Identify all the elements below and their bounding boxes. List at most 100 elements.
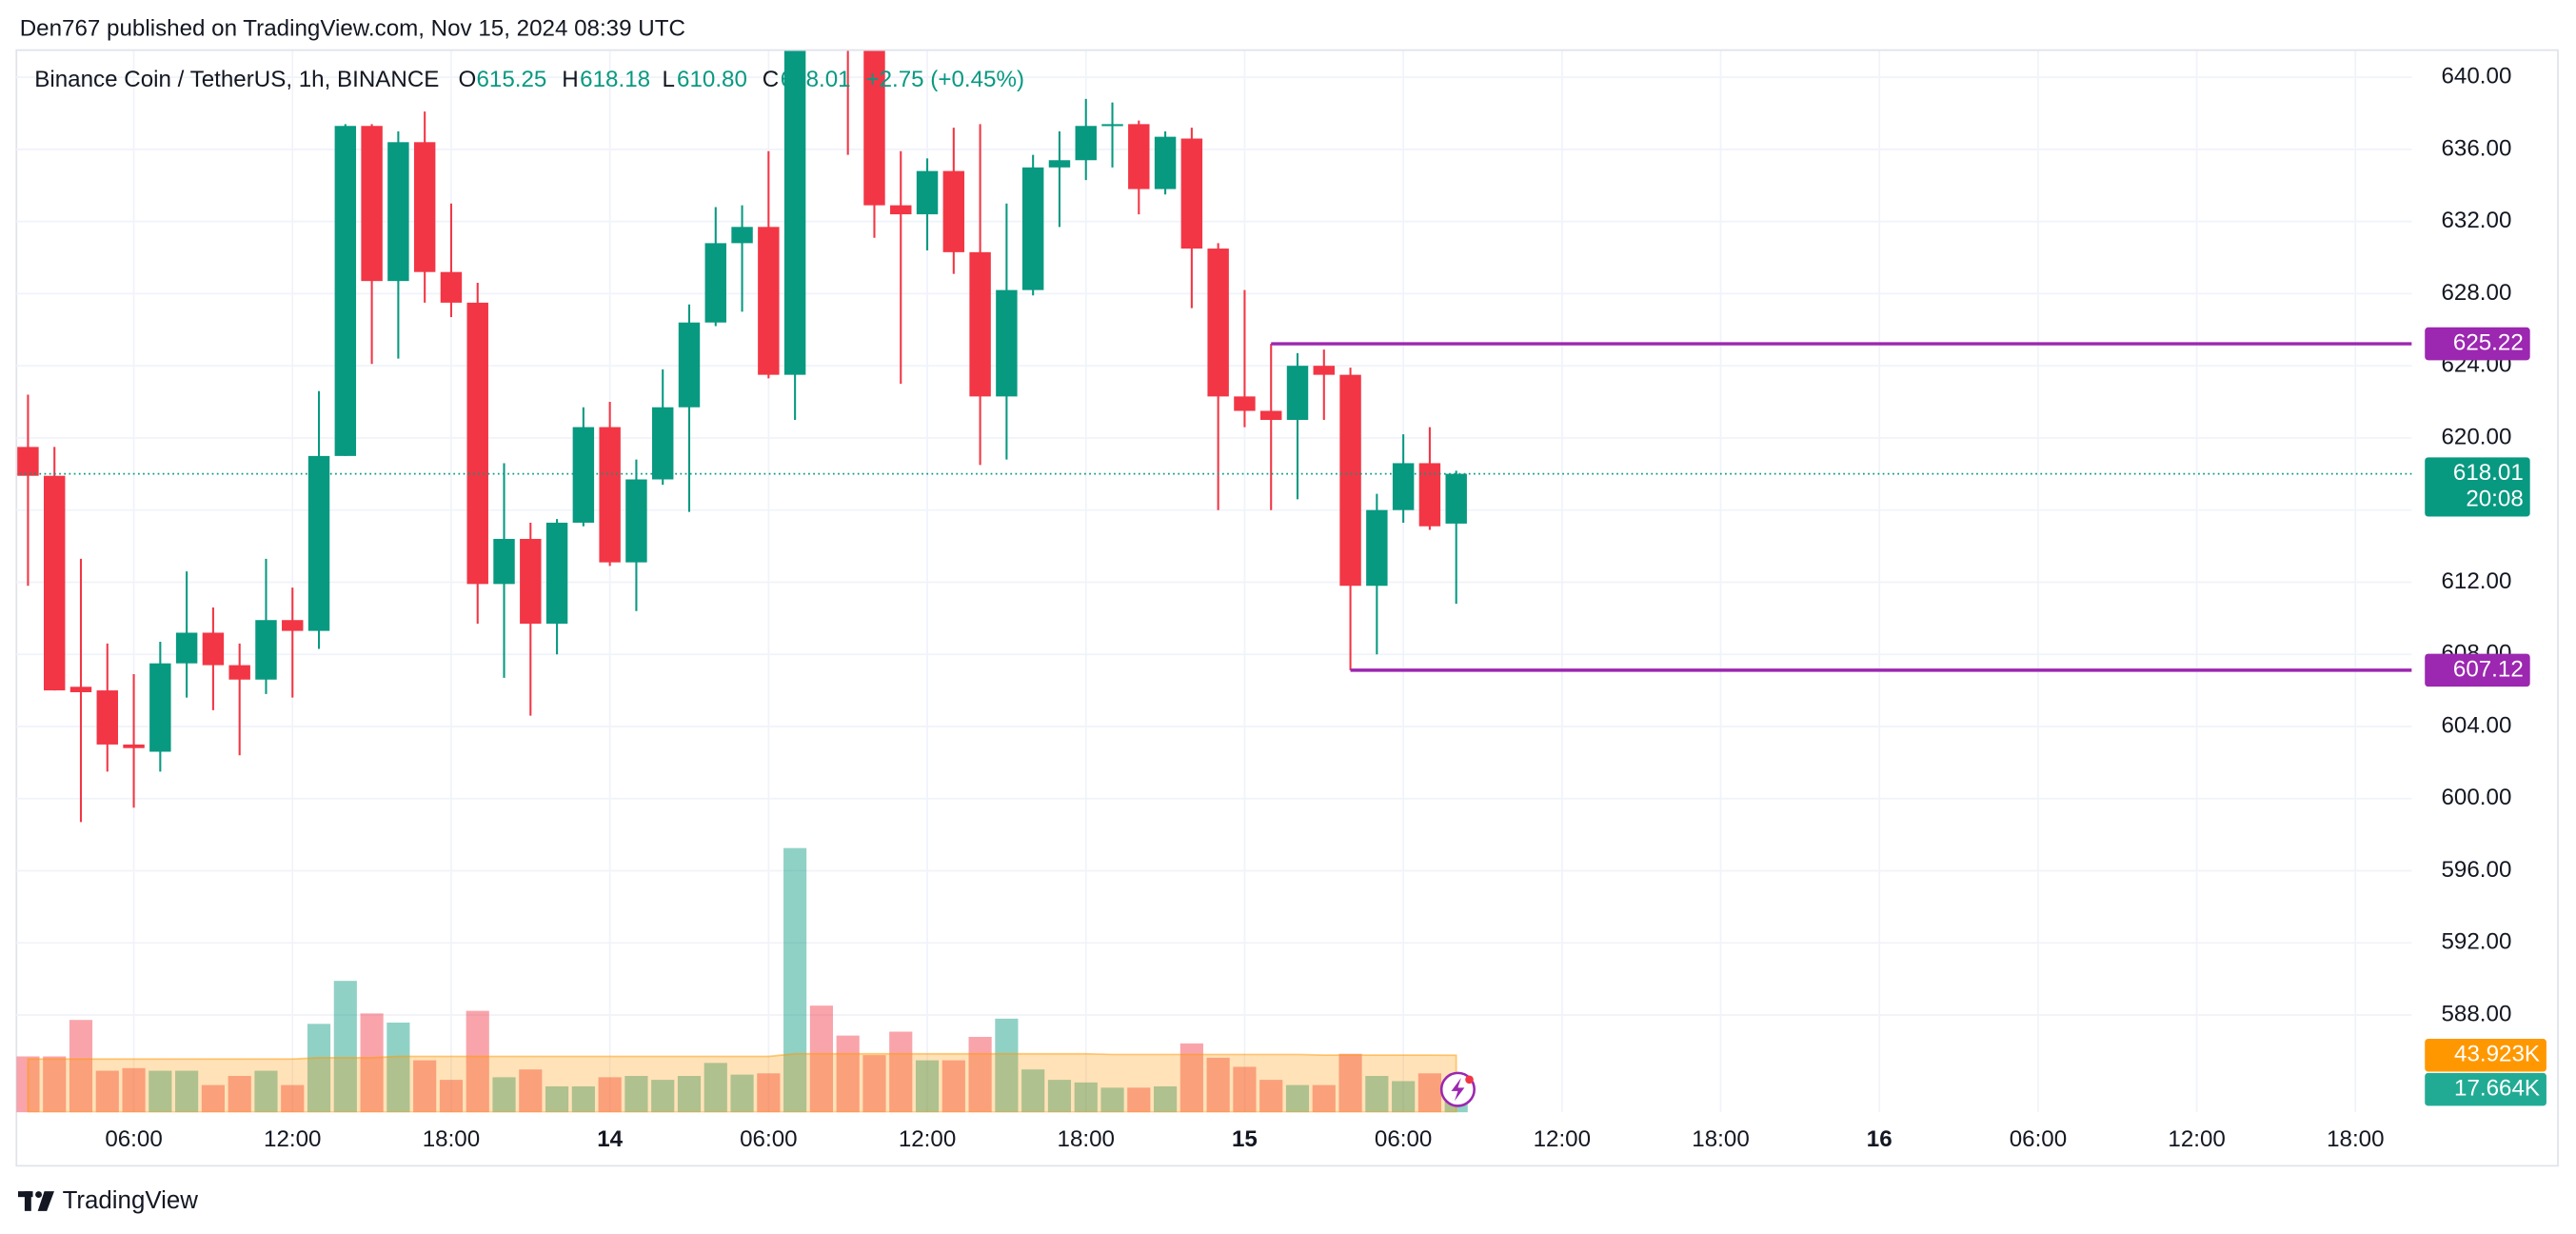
candle-body [466, 302, 488, 585]
candle-body [123, 744, 145, 748]
candle-body [1101, 124, 1123, 127]
candle-body [1180, 138, 1203, 249]
volume-bar [836, 1035, 860, 1113]
y-tick-label: 636.00 [2441, 135, 2511, 161]
candle-body [361, 126, 383, 282]
candle-body [651, 407, 674, 480]
volume-bar [598, 1077, 622, 1113]
volume-bar [545, 1085, 569, 1113]
volume-bar [307, 1024, 331, 1113]
candle-body [969, 251, 991, 397]
volume-bar [1206, 1057, 1230, 1113]
y-tick-label: 604.00 [2441, 712, 2511, 738]
candle-body [175, 632, 198, 664]
candle-body [678, 322, 701, 408]
volume-box [2425, 1072, 2546, 1106]
volume-bar [1338, 1053, 1362, 1113]
x-tick-label: 15 [1232, 1126, 1258, 1152]
x-tick-label: 14 [597, 1126, 623, 1152]
volume-bar [1154, 1085, 1178, 1113]
x-tick-label: 06:00 [2010, 1126, 2067, 1152]
candle-body [783, 50, 806, 375]
legend-change: +2.75 (+0.45%) [865, 67, 1024, 92]
candle-body [69, 687, 92, 692]
candle-body [731, 227, 753, 244]
volume-bar [492, 1077, 516, 1113]
volume-bar [624, 1076, 648, 1113]
chart-frame [15, 49, 2559, 1167]
candle-body [996, 289, 1018, 397]
logo-shape [24, 1191, 31, 1211]
level-label-box [2425, 327, 2530, 361]
volume-label: 17.664K [2454, 1076, 2540, 1102]
legend-low-label: L [662, 67, 674, 92]
y-tick-label: 632.00 [2441, 208, 2511, 233]
volume-bar [1047, 1080, 1072, 1113]
candle-body [1339, 374, 1361, 587]
candle-body [1392, 463, 1415, 510]
candle-body [1445, 473, 1467, 524]
x-tick-label: 18:00 [2327, 1126, 2384, 1152]
candle-body [17, 447, 39, 476]
volume-ma-box [2425, 1038, 2546, 1072]
volume-bar [1365, 1076, 1389, 1113]
y-tick-label: 620.00 [2441, 424, 2511, 449]
volume-bar [519, 1069, 543, 1113]
volume-bar [1021, 1069, 1045, 1113]
volume-bar [413, 1060, 437, 1113]
last-price-label: 618.01 [2453, 460, 2524, 486]
volume-bar [122, 1067, 146, 1113]
volume-bar [809, 1005, 833, 1113]
volume-bar [281, 1085, 305, 1113]
candle-body [202, 632, 225, 666]
candle-body [1154, 136, 1177, 189]
volume-bar [1074, 1082, 1098, 1113]
x-tick-label: 12:00 [1534, 1126, 1591, 1152]
volume-bar [466, 1010, 489, 1113]
candle-body [1234, 396, 1256, 411]
volume-bar [757, 1073, 781, 1113]
candle-body [1286, 366, 1309, 420]
x-tick-label: 18:00 [1692, 1126, 1749, 1152]
candle-body [440, 271, 463, 303]
candle-body [307, 455, 330, 631]
alert-icon [1465, 1075, 1474, 1085]
volume-bar [254, 1070, 278, 1113]
volume-bar [201, 1085, 225, 1113]
x-tick-label: 06:00 [740, 1126, 797, 1152]
x-tick-label: 06:00 [1375, 1126, 1432, 1152]
volume-bar [730, 1074, 754, 1113]
candle-body [334, 126, 357, 456]
plot-area [16, 50, 2412, 1113]
axes: 06:00 12:00 18:00 14 06:00 12:00 18:00 15 06:00 1… [105, 64, 2546, 1152]
x-tick-label: 06:00 [105, 1126, 162, 1152]
footer: TradingView [63, 1187, 199, 1214]
legend-close: 618.01 [781, 67, 851, 92]
countdown-label: 20:08 [2466, 487, 2523, 512]
legend-close-label: C [763, 67, 779, 92]
volume-bar [1417, 1073, 1441, 1113]
volume-bar [386, 1022, 410, 1113]
volume-bar [571, 1085, 595, 1113]
candle-body [96, 690, 118, 745]
y-tick-label: 588.00 [2441, 1001, 2511, 1026]
candle-body [545, 522, 568, 625]
y-tick-label: 600.00 [2441, 785, 2511, 810]
candle-body [520, 538, 542, 625]
volume-bar [1233, 1066, 1257, 1113]
volume-bar [1285, 1085, 1310, 1113]
volume-bar [175, 1070, 199, 1113]
candle-body [43, 475, 66, 691]
volume-bar [43, 1056, 67, 1113]
y-tick-label: 640.00 [2441, 64, 2511, 90]
candle-body [1366, 509, 1388, 587]
legend: Binance Coin / TetherUS, 1h, BINANCE O 6… [34, 67, 1024, 92]
volume-bar [941, 1060, 965, 1113]
candle-body [1128, 124, 1150, 189]
volume-bar [889, 1031, 913, 1113]
volume-bar [915, 1060, 940, 1113]
volume-bar [862, 1055, 886, 1113]
candle-body [1313, 366, 1336, 375]
volume-bar [149, 1070, 172, 1113]
